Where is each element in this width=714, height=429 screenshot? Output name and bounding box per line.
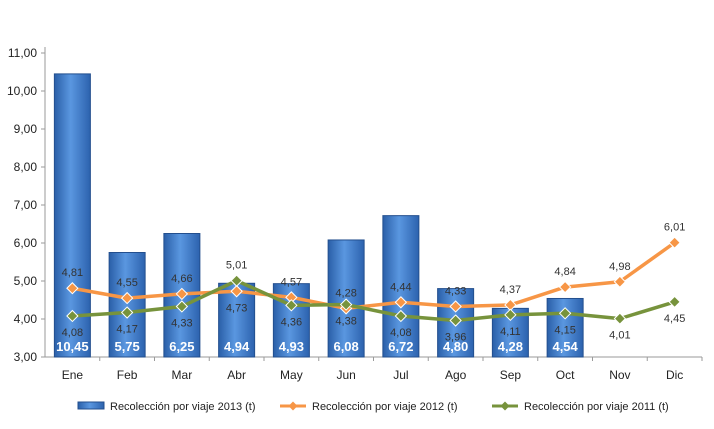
- point-2012: [449, 300, 462, 313]
- x-tick-label: Jul: [393, 368, 408, 382]
- bar-value-label-2013: 5,75: [114, 339, 139, 354]
- data-label-2012: 4,73: [226, 302, 247, 314]
- legend-swatch-marker: [288, 401, 298, 411]
- data-label-2012: 4,44: [390, 281, 411, 293]
- x-tick-label: Abr: [227, 368, 246, 382]
- bar-value-label-2013: 4,94: [224, 339, 250, 354]
- point-2011: [175, 300, 189, 313]
- data-label-2012: 4,55: [116, 277, 137, 289]
- point-2012: [175, 287, 189, 301]
- bar-value-label-2013: 4,54: [552, 339, 578, 354]
- bar-2013: [108, 252, 146, 358]
- point-2011: [394, 309, 408, 323]
- point-2011: [339, 298, 353, 311]
- point-2011: [558, 307, 572, 320]
- data-label-2012: 4,57: [281, 276, 302, 288]
- x-tick-label: Feb: [117, 368, 138, 382]
- legend-swatch-2013: [77, 401, 105, 410]
- data-label-2011: 4,08: [62, 327, 83, 339]
- bar-value-label-2013: 4,80: [443, 339, 468, 354]
- data-label-2012: 4,66: [171, 273, 192, 285]
- point-2011: [504, 308, 517, 322]
- point-2011: [449, 314, 462, 327]
- data-label-2011: 4,45: [664, 313, 685, 325]
- point-2012: [613, 275, 627, 288]
- point-2012: [66, 282, 79, 295]
- legend-swatch-marker: [500, 401, 510, 411]
- legend-label-2011: Recolección por viaje 2011 (t): [524, 401, 669, 413]
- y-tick-label: 6,00: [14, 236, 38, 250]
- bar-value-label-2013: 4,28: [498, 339, 523, 354]
- y-tick-label: 11,00: [8, 46, 37, 60]
- data-label-2011: 4,15: [554, 324, 575, 336]
- point-2012: [394, 296, 408, 309]
- data-label-2012: 6,01: [664, 222, 685, 234]
- x-tick-label: Mar: [172, 368, 193, 382]
- x-tick-label: Ago: [445, 368, 467, 382]
- data-label-2012: 4,84: [554, 266, 575, 278]
- y-tick-label: 3,00: [14, 350, 38, 364]
- point-2011: [613, 312, 627, 325]
- y-tick-label: 5,00: [14, 274, 38, 288]
- data-label-2011: 4,36: [281, 316, 302, 328]
- data-label-2012: 4,81: [62, 267, 83, 279]
- point-2011: [120, 306, 134, 319]
- data-label-2012: 4,37: [500, 284, 521, 296]
- x-tick-label: Ene: [62, 368, 84, 382]
- point-2012: [120, 291, 134, 305]
- point-2012: [230, 285, 243, 298]
- y-tick-label: 7,00: [14, 198, 38, 212]
- point-2011: [285, 299, 298, 312]
- bar-value-label-2013: 6,72: [388, 339, 413, 354]
- bar-value-label-2013: 4,93: [279, 339, 304, 354]
- x-tick-label: May: [280, 368, 303, 382]
- bar-value-label-2013: 6,08: [333, 339, 358, 354]
- data-label-2012: 4,28: [335, 287, 356, 299]
- data-label-2011: 4,01: [609, 330, 630, 342]
- point-2011: [66, 309, 79, 323]
- data-label-2011: 3,96: [445, 332, 466, 344]
- data-label-2012: 4,33: [445, 285, 466, 297]
- point-2012: [668, 236, 681, 249]
- x-tick-label: Jun: [336, 368, 355, 382]
- x-tick-label: Sep: [500, 368, 522, 382]
- point-2011: [230, 274, 243, 287]
- data-label-2011: 5,01: [226, 260, 247, 272]
- legend-label-2012: Recolección por viaje 2012 (t): [312, 401, 458, 413]
- y-tick-label: 9,00: [14, 122, 38, 136]
- x-tick-label: Oct: [556, 368, 575, 382]
- line-2012: [72, 241, 676, 311]
- point-2012: [558, 280, 572, 294]
- data-label-2011: 4,11: [500, 326, 521, 338]
- point-2011: [668, 295, 681, 309]
- x-tick-label: Dic: [666, 368, 683, 382]
- data-label-2012: 4,98: [609, 261, 630, 273]
- data-label-2011: 4,38: [335, 316, 356, 328]
- bar-2013: [382, 215, 420, 358]
- y-tick-label: 10,00: [7, 84, 37, 98]
- data-label-2011: 4,17: [116, 324, 137, 336]
- legend-label-2013: Recolección por viaje 2013 (t): [110, 401, 256, 413]
- bar-value-label-2013: 6,25: [169, 339, 194, 354]
- y-tick-label: 4,00: [14, 312, 38, 326]
- data-label-2011: 4,33: [171, 317, 192, 329]
- line-2011: [72, 278, 676, 323]
- data-label-2011: 4,08: [390, 327, 411, 339]
- x-tick-label: Nov: [609, 368, 630, 382]
- bar-value-label-2013: 10,45: [56, 339, 89, 354]
- y-tick-label: 8,00: [14, 160, 38, 174]
